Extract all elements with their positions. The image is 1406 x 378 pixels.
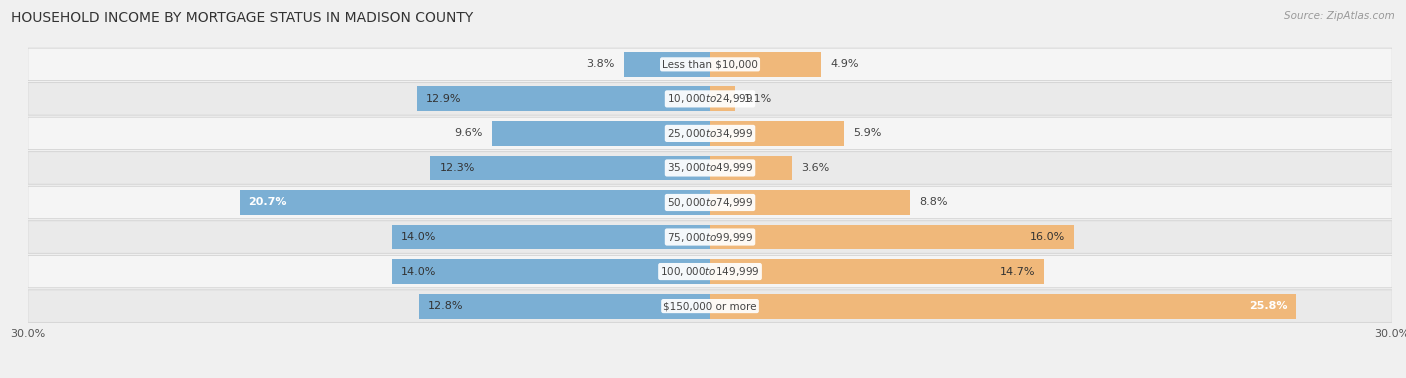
Bar [710,225,1074,249]
Bar [710,259,1045,284]
Bar [392,259,710,284]
Text: HOUSEHOLD INCOME BY MORTGAGE STATUS IN MADISON COUNTY: HOUSEHOLD INCOME BY MORTGAGE STATUS IN M… [11,11,474,25]
Bar [710,87,735,111]
Text: $25,000 to $34,999: $25,000 to $34,999 [666,127,754,140]
Bar [239,190,710,215]
Text: $50,000 to $74,999: $50,000 to $74,999 [666,196,754,209]
FancyBboxPatch shape [28,186,1392,219]
Text: 14.0%: 14.0% [401,232,436,242]
Text: 5.9%: 5.9% [853,129,882,138]
Text: 9.6%: 9.6% [454,129,482,138]
Text: $150,000 or more: $150,000 or more [664,301,756,311]
FancyBboxPatch shape [28,255,1392,288]
FancyBboxPatch shape [28,117,1392,150]
Text: $10,000 to $24,999: $10,000 to $24,999 [666,92,754,105]
Text: 12.3%: 12.3% [440,163,475,173]
Text: $100,000 to $149,999: $100,000 to $149,999 [661,265,759,278]
Text: 4.9%: 4.9% [831,59,859,69]
Text: 16.0%: 16.0% [1029,232,1064,242]
Bar [392,225,710,249]
Bar [430,155,710,180]
Text: 1.1%: 1.1% [744,94,772,104]
Text: $35,000 to $49,999: $35,000 to $49,999 [666,161,754,175]
FancyBboxPatch shape [28,83,1392,115]
Text: 14.7%: 14.7% [1000,266,1035,277]
Text: 12.9%: 12.9% [426,94,461,104]
Bar [710,294,1296,319]
Text: 3.8%: 3.8% [586,59,614,69]
Text: Source: ZipAtlas.com: Source: ZipAtlas.com [1284,11,1395,21]
FancyBboxPatch shape [28,221,1392,253]
Text: 14.0%: 14.0% [401,266,436,277]
Text: $75,000 to $99,999: $75,000 to $99,999 [666,231,754,243]
Bar [710,155,792,180]
Text: 12.8%: 12.8% [429,301,464,311]
Bar [419,294,710,319]
Bar [416,87,710,111]
FancyBboxPatch shape [28,290,1392,322]
Bar [710,190,910,215]
Text: 3.6%: 3.6% [801,163,830,173]
Text: Less than $10,000: Less than $10,000 [662,59,758,69]
Text: 25.8%: 25.8% [1249,301,1288,311]
Bar [492,121,710,146]
Bar [710,52,821,77]
Text: 8.8%: 8.8% [920,197,948,208]
FancyBboxPatch shape [28,152,1392,184]
Bar [710,121,844,146]
FancyBboxPatch shape [28,48,1392,81]
Text: 20.7%: 20.7% [249,197,287,208]
Bar [624,52,710,77]
